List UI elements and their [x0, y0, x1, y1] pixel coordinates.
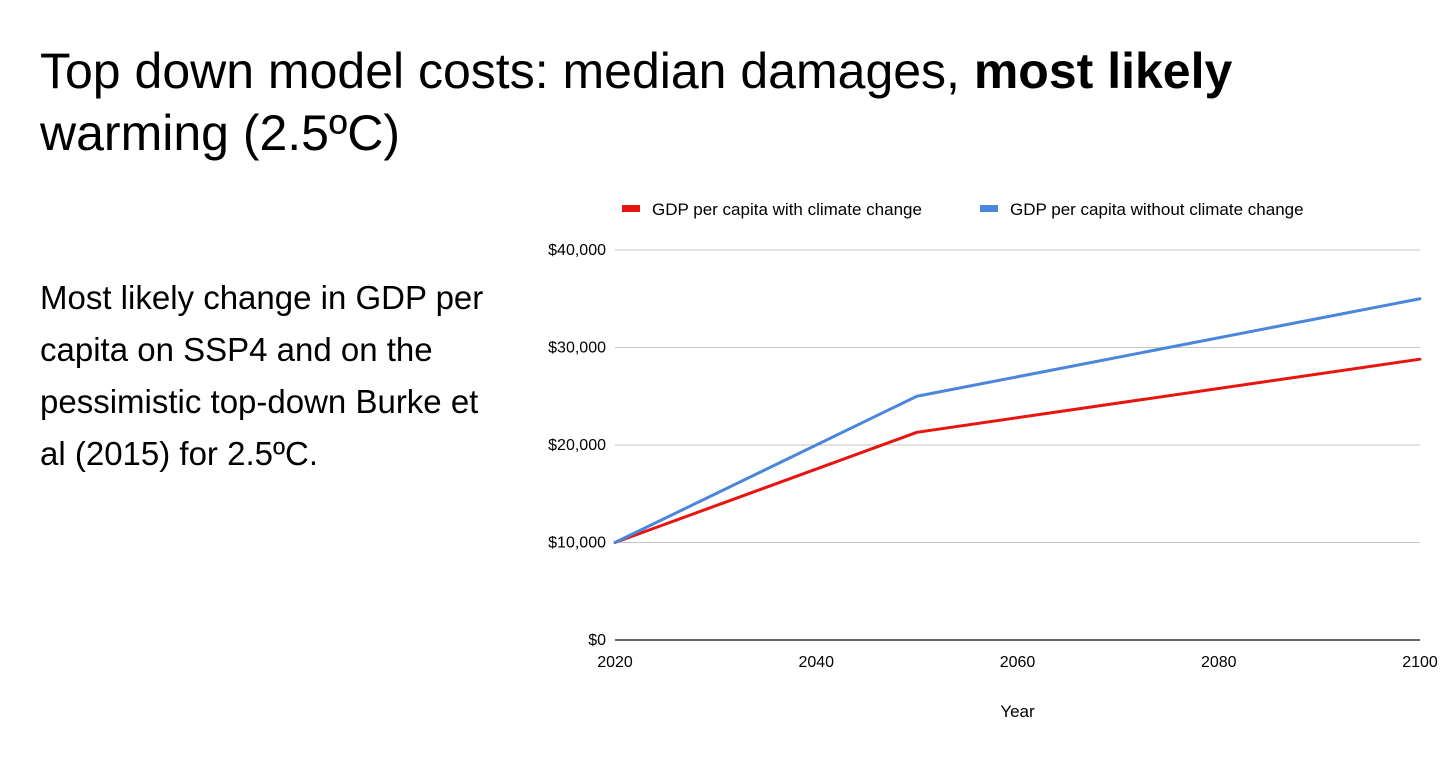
x-tick-label: 2100	[1402, 654, 1438, 671]
legend-label-2: GDP per capita without climate change	[1010, 200, 1304, 219]
x-tick-label: 2060	[1000, 654, 1036, 671]
slide-title: Top down model costs: median damages, mo…	[40, 40, 1420, 164]
x-tick-label: 2080	[1201, 654, 1237, 671]
y-tick-label: $10,000	[548, 535, 606, 552]
series-line-2	[613, 297, 1422, 544]
title-bold: most likely	[973, 43, 1233, 99]
y-tick-label: $30,000	[548, 340, 606, 357]
y-tick-label: $20,000	[548, 437, 606, 454]
series-line-1	[613, 357, 1422, 544]
legend-swatch-2	[980, 205, 998, 212]
title-part-2: warming (2.5ºC)	[40, 105, 401, 161]
legend-label-1: GDP per capita with climate change	[652, 200, 922, 219]
x-tick-label: 2020	[597, 654, 633, 671]
y-tick-label: $40,000	[548, 242, 606, 259]
title-part-1: Top down model costs: median damages,	[40, 43, 974, 99]
y-tick-label: $0	[588, 632, 606, 649]
legend-swatch-1	[622, 205, 640, 212]
x-axis-title: Year	[1000, 702, 1035, 721]
slide-body-text: Most likely change in GDP per capita on …	[40, 279, 484, 472]
x-tick-label: 2040	[798, 654, 834, 671]
